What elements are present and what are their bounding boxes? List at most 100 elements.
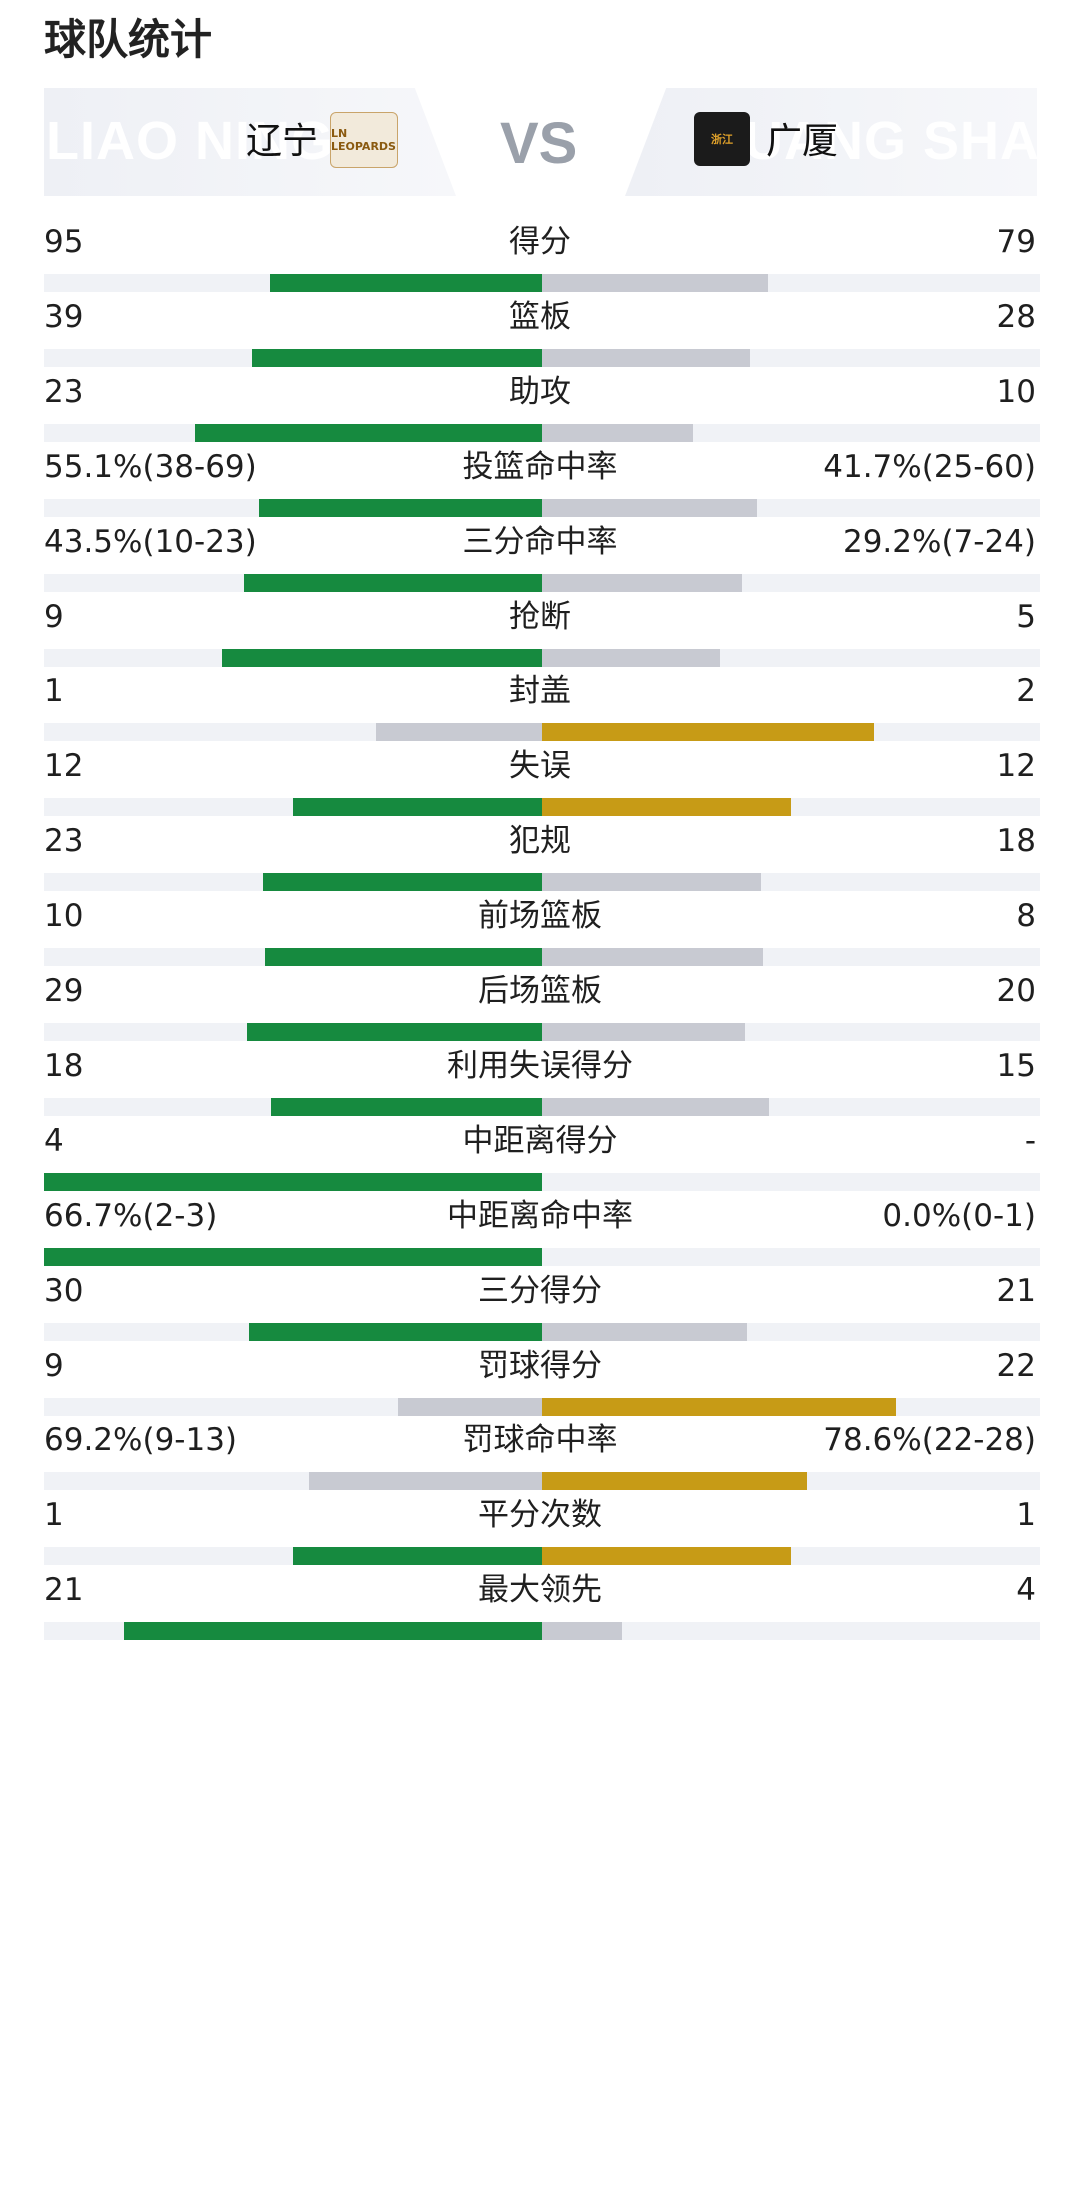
stat-row: 30 三分得分 21 [0,1259,1080,1364]
stat-label: 助攻 [509,373,571,410]
home-stat-value: 9 [44,598,64,635]
comparison-bar-track [44,1547,1040,1566]
stat-label: 三分得分 [478,1272,602,1309]
stat-label: 犯规 [509,823,571,860]
comparison-bar-track [44,648,1040,667]
stat-label: 三分命中率 [462,523,618,560]
stat-row: 10 前场篮板 8 [0,884,1080,989]
home-stat-value: 55.1%(38-69) [44,448,257,485]
away-share-bar [542,723,875,742]
away-stat-value: 2 [1016,673,1036,710]
comparison-bar-track [44,1472,1040,1491]
away-stat-value: 78.6%(22-28) [823,1422,1036,1459]
home-stat-value: 9 [44,1347,64,1384]
away-share-bar [542,1322,748,1341]
stat-row: 9 罚球得分 22 [0,1334,1080,1439]
away-stat-value: 22 [996,1347,1036,1384]
home-stat-value: 12 [44,748,84,785]
away-share-bar [542,1622,622,1641]
page-title: 球队统计 [44,15,213,64]
away-share-bar [542,573,743,592]
comparison-bar-track [44,798,1040,817]
home-stat-value: 23 [44,823,84,860]
away-stat-value: 20 [996,973,1036,1009]
stat-row: 1 封盖 2 [0,659,1080,764]
home-stat-value: 1 [44,1497,64,1534]
comparison-bar-track [44,948,1040,967]
stat-row: 4 中距离得分 - [0,1109,1080,1214]
home-stat-value: 29 [44,973,84,1009]
home-stat-value: 66.7%(2-3) [44,1197,218,1234]
stat-row: 1 平分次数 1 [0,1483,1080,1588]
stat-row: 29 后场篮板 20 [0,959,1080,1064]
home-stat-value: 69.2%(9-13) [44,1422,238,1459]
home-share-bar [270,274,542,292]
away-share-bar [542,1547,791,1566]
stat-row: 55.1%(38-69) 投篮命中率 41.7%(25-60) [0,435,1080,540]
home-share-bar [44,1247,542,1266]
home-share-bar [293,798,542,817]
stat-row: 95 得分 79 [0,210,1080,315]
matchup-header: LIAO NING GUANG SHA 辽宁 LN LEOPARDS VS 浙江… [0,88,1080,198]
away-share-bar [542,423,693,442]
stat-label: 得分 [509,224,571,260]
away-stat-value: 41.7%(25-60) [823,448,1036,485]
away-stat-value: 29.2%(7-24) [842,523,1036,560]
stat-label: 平分次数 [478,1497,602,1534]
away-stat-value: 79 [996,224,1036,260]
home-stat-value: 95 [44,224,84,260]
stat-label: 失误 [509,748,571,785]
stat-row: 23 助攻 10 [0,360,1080,465]
home-team-watermark: LIAO NING [46,111,334,171]
home-share-bar [270,1097,542,1116]
stat-label: 利用失误得分 [447,1047,633,1084]
home-stat-value: 18 [44,1047,84,1084]
away-share-bar [542,873,761,892]
home-share-bar [258,498,542,517]
home-stat-value: 4 [44,1122,64,1159]
comparison-bar-track [44,1247,1040,1266]
home-share-bar [262,873,542,892]
stat-row: 39 篮板 28 [0,285,1080,390]
stat-row: 18 利用失误得分 15 [0,1034,1080,1139]
home-share-bar [247,1023,542,1041]
stat-label: 封盖 [509,673,571,710]
away-share-bar [542,1397,896,1416]
leopard-logo-icon: LN LEOPARDS [330,112,398,168]
home-share-bar [308,1472,542,1491]
comparison-bar-track [44,498,1040,517]
away-stat-value: 8 [1016,898,1036,935]
home-stat-value: 10 [44,898,84,935]
away-team-name: 广厦 [766,121,839,162]
stat-label: 罚球命中率 [462,1422,618,1459]
away-share-bar [542,348,751,367]
away-stat-value: 10 [996,373,1036,410]
comparison-bar-track [44,1622,1040,1641]
away-team-banner[interactable] [625,88,1037,196]
stat-label: 罚球得分 [478,1347,602,1384]
home-share-bar [244,573,542,592]
away-stat-value: 5 [1016,598,1036,635]
away-share-bar [542,798,791,817]
away-stat-value: 4 [1016,1572,1036,1609]
away-stat-value: 0.0%(0-1) [882,1197,1036,1234]
home-stat-value: 23 [44,373,84,410]
comparison-bar-track [44,348,1040,367]
home-share-bar [376,723,542,742]
stat-label: 前场篮板 [478,898,602,935]
comparison-bar-track [44,1172,1040,1191]
away-share-bar [542,1472,807,1491]
home-share-bar [293,1547,542,1566]
away-share-bar [542,498,757,517]
stat-label: 最大领先 [478,1572,602,1609]
stat-label: 篮板 [509,298,571,335]
stat-row: 66.7%(2-3) 中距离命中率 0.0%(0-1) [0,1184,1080,1289]
stat-label: 中距离得分 [462,1122,618,1159]
away-stat-value: 28 [996,298,1036,335]
home-stat-value: 30 [44,1272,84,1309]
home-share-bar [123,1622,542,1641]
away-share-bar [542,274,769,292]
home-stat-value: 43.5%(10-23) [44,523,257,560]
away-share-bar [542,948,764,967]
away-stat-value: 12 [996,748,1036,785]
